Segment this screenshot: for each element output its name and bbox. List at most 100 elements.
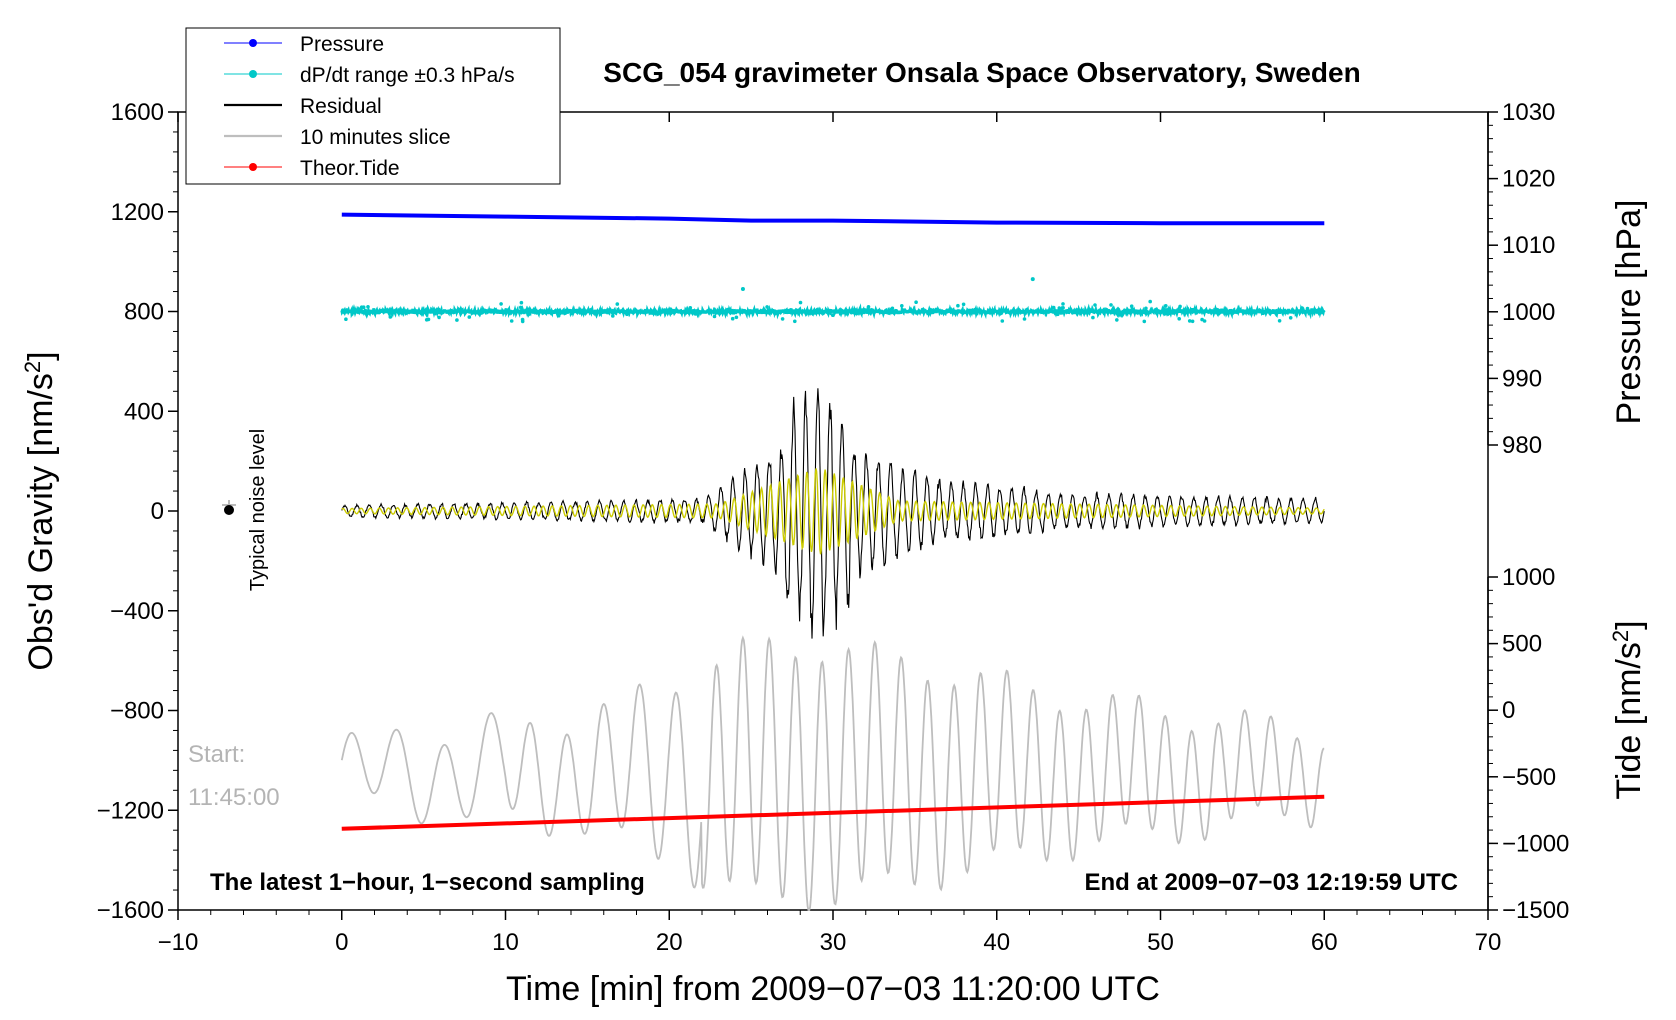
noise-label: Typical noise level [247, 429, 269, 591]
dpdt-point [887, 311, 891, 315]
dpdt-point [670, 309, 675, 313]
dpdt-point [388, 315, 393, 319]
legend-label: dP/dt range ±0.3 hPa/s [300, 64, 515, 87]
dpdt-point [467, 310, 472, 314]
dpdt-point [622, 310, 627, 314]
dpdt-point [1051, 305, 1056, 310]
dpdt-point [1061, 302, 1065, 306]
dpdt-point [1277, 319, 1282, 323]
dpdt-point [344, 317, 348, 322]
chart-title: SCG_054 gravimeter Onsala Space Observat… [603, 57, 1360, 88]
noise-dot [224, 505, 234, 515]
dpdt-outlier [740, 287, 745, 292]
dpdt-point [1187, 319, 1192, 323]
dpdt-point [798, 300, 803, 305]
tide-axis-title-end: ] [1610, 620, 1648, 629]
dpdt-point [920, 307, 925, 312]
dpdt-point [1109, 303, 1113, 307]
dpdt-point [1190, 319, 1195, 324]
tide-tick-label: 1000 [1502, 564, 1555, 591]
bottom-left-note: The latest 1−hour, 1−second sampling [210, 869, 645, 896]
y-tick-label: −1600 [97, 897, 164, 924]
dpdt-point [1134, 310, 1138, 315]
tide-tick-label: −1000 [1502, 830, 1569, 857]
dpdt-point [1061, 306, 1065, 310]
pressure-line [341, 212, 1325, 226]
dpdt-point [780, 317, 785, 321]
tide-line [341, 794, 1325, 831]
dpdt-point [615, 302, 620, 306]
x-tick-label: 30 [820, 929, 847, 956]
dpdt-point [1129, 304, 1134, 309]
tide-tick-label: −1500 [1502, 897, 1569, 924]
residual-series [341, 388, 1325, 639]
legend-label: Residual [300, 95, 382, 118]
y-tick-label: 800 [124, 299, 164, 326]
dpdt-point [1144, 306, 1148, 311]
start-time: 11:45:00 [188, 784, 280, 811]
dpdt-point [467, 315, 472, 319]
dpdt-point [730, 316, 735, 321]
dpdt-point [1237, 308, 1241, 313]
y-tick-label: −800 [110, 698, 164, 725]
dpdt-point [611, 314, 615, 318]
dpdt-point [490, 309, 495, 314]
dpdt-point [831, 313, 835, 318]
legend-label: Pressure [300, 33, 384, 56]
dpdt-point [1305, 306, 1310, 311]
pressure-tick-label: 1030 [1502, 99, 1555, 126]
dpdt-point [734, 315, 739, 320]
start-label: Start: [188, 741, 245, 768]
dpdt-point [890, 306, 895, 311]
dpdt-point [1177, 317, 1181, 321]
dpdt-point [866, 305, 871, 309]
legend-label: 10 minutes slice [300, 126, 451, 149]
dpdt-point [509, 319, 514, 323]
dpdt-point [508, 309, 513, 314]
x-tick-label: 70 [1475, 929, 1502, 956]
dpdt-point [949, 308, 953, 313]
pressure-tick-label: 1010 [1502, 232, 1555, 259]
dpdt-point [518, 305, 523, 310]
dpdt-point [1093, 303, 1097, 307]
pressure-tick-label: 980 [1502, 432, 1542, 459]
left-y-axis-title-sup: 2 [20, 361, 45, 373]
tide-axis-ticks: 1000 500 0 −500 −1000 −1500 [1487, 564, 1569, 924]
left-y-axis-ticks: 1600 1200 800 400 0 −400 −800 −1200 −1600 [97, 99, 178, 924]
legend-marker [249, 163, 257, 171]
noise-marker [222, 500, 236, 515]
x-tick-label: 20 [656, 929, 683, 956]
tide-tick-label: 500 [1502, 631, 1542, 658]
dpdt-point [961, 302, 966, 307]
x-axis-ticks: −10 0 10 20 30 40 50 60 70 [158, 112, 1502, 956]
dpdt-point [520, 319, 525, 324]
pressure-tick-label: 1000 [1502, 299, 1555, 326]
tide-tick-label: −500 [1502, 764, 1556, 791]
dpdt-point [1148, 299, 1152, 304]
x-tick-label: 50 [1147, 929, 1174, 956]
dpdt-point [526, 312, 531, 317]
dpdt-point [424, 318, 429, 322]
y-tick-label: 1600 [111, 99, 164, 126]
dpdt-point [1091, 315, 1095, 320]
dpdt-point [1201, 310, 1206, 314]
dpdt-point [1164, 304, 1168, 308]
dpdt-point [499, 302, 503, 306]
dpdt-point [1056, 312, 1060, 317]
dpdt-point [570, 309, 575, 314]
legend-label: Theor.Tide [300, 157, 400, 180]
tide-axis-title-sup: 2 [1608, 630, 1633, 642]
dpdt-point [556, 313, 561, 318]
dpdt-point [1000, 319, 1005, 323]
dpdt-point [519, 300, 524, 305]
dpdt-point [845, 312, 850, 316]
left-y-axis-title-main: Obs'd Gravity [nm/s [22, 373, 60, 670]
dpdt-point [1247, 310, 1252, 314]
dpdt-point [436, 307, 441, 312]
dpdt-point [712, 314, 717, 319]
tide-axis-title-main: Tide [nm/s [1610, 642, 1648, 799]
theoretical-tide-series [341, 794, 1325, 831]
dpdt-point [1300, 306, 1304, 310]
y-tick-label: 1200 [111, 199, 164, 226]
